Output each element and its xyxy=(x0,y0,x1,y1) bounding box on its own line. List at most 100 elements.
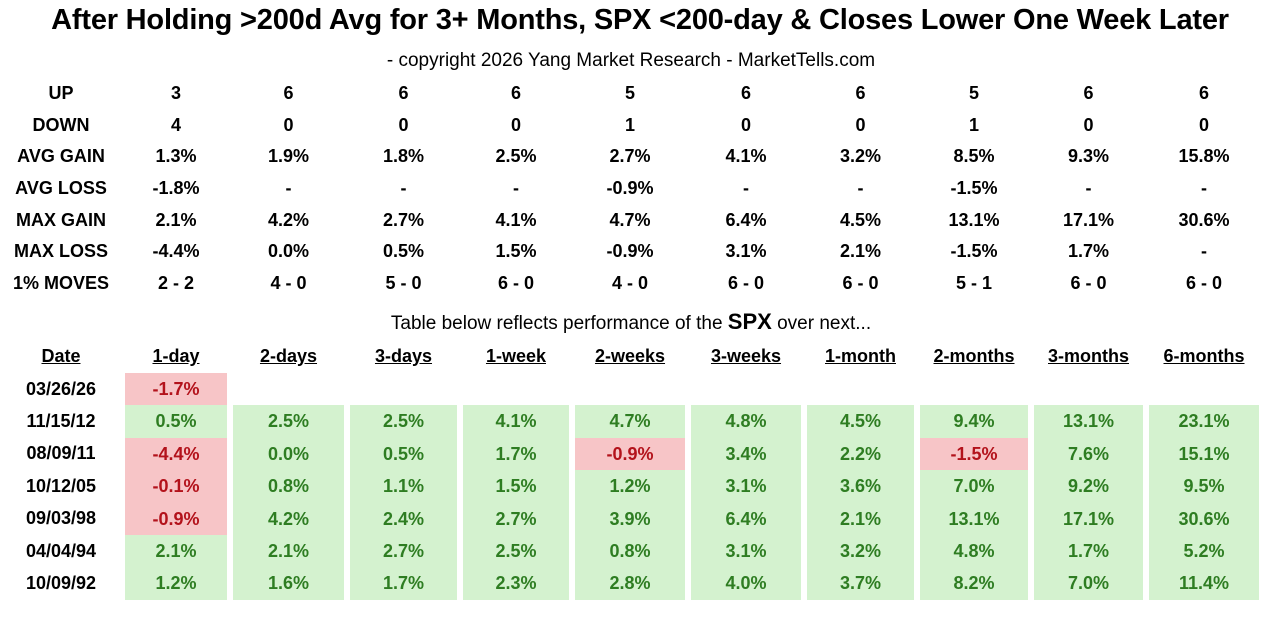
table-cell: 2.7% xyxy=(347,534,460,568)
summary-value: - xyxy=(285,178,292,199)
cell-value: 4.2% xyxy=(233,502,344,535)
summary-value: 6 xyxy=(855,83,866,104)
chart-subtitle: - copyright 2026 Yang Market Research - … xyxy=(386,50,876,71)
table-cell: 4.5% xyxy=(804,405,917,438)
caption-suffix: over next... xyxy=(777,313,872,334)
cell-value: 1.7% xyxy=(1034,534,1143,568)
cell-value: 4.8% xyxy=(920,534,1028,568)
table-cell: -0.9% xyxy=(572,437,688,471)
summary-value: 1.3% xyxy=(155,146,197,167)
column-header-3-months: 3-months xyxy=(1048,346,1129,366)
table-cell: 1.6% xyxy=(230,567,347,600)
table-cell: 2.8% xyxy=(572,567,688,600)
table-cell: 4.1% xyxy=(460,405,572,438)
table-cell: 2.5% xyxy=(230,405,347,438)
summary-label: AVG GAIN xyxy=(17,146,105,167)
summary-value: 5 xyxy=(968,83,979,104)
cell-value: 4.7% xyxy=(575,405,685,438)
table-cell: 2.1% xyxy=(230,534,347,568)
cell-value: 2.7% xyxy=(350,534,457,568)
cell-value: 3.2% xyxy=(807,534,914,568)
cell-value: 23.1% xyxy=(1149,405,1259,438)
table-cell: 1.1% xyxy=(347,470,460,503)
row-date: 09/03/98 xyxy=(25,508,97,529)
row-date: 03/26/26 xyxy=(25,378,97,399)
summary-value: 4.2% xyxy=(267,209,310,230)
cell-value: 13.1% xyxy=(1034,405,1143,438)
table-row: 08/09/11 -4.4% 0.0% 0.5% 1.7% -0.9% 3.4% 2.2% -1… xyxy=(0,437,1262,471)
table-cell: 1.7% xyxy=(460,437,572,471)
table-cell: 13.1% xyxy=(917,502,1031,535)
column-header-3-weeks: 3-weeks xyxy=(710,346,782,366)
table-cell: 3.1% xyxy=(688,534,804,568)
summary-row-max-gain: MAX GAIN 2.1% 4.2% 2.7% 4.1% 4.7% 6.4% 4.5% 13.1… xyxy=(0,204,1262,236)
summary-label: UP xyxy=(48,83,74,104)
cell-value: 2.4% xyxy=(350,502,457,535)
table-cell: 17.1% xyxy=(1031,502,1146,535)
summary-value: 6 xyxy=(1198,83,1209,104)
table-cell: -1.5% xyxy=(917,437,1031,471)
cell-value: 2.3% xyxy=(463,567,569,600)
table-cell xyxy=(1146,373,1262,405)
cell-value: -0.9% xyxy=(575,437,685,471)
cell-value: -4.4% xyxy=(125,437,227,471)
table-cell: -4.4% xyxy=(122,437,230,471)
row-date: 10/12/05 xyxy=(25,475,97,496)
summary-row-avg-loss: AVG LOSS -1.8% - - - -0.9% - - -1.5% - - xyxy=(0,173,1262,205)
table-cell: 11.4% xyxy=(1146,567,1262,600)
table-cell: 7.0% xyxy=(917,470,1031,503)
column-header-1-week: 1-week xyxy=(485,346,547,366)
summary-value: - xyxy=(513,178,519,199)
table-cell xyxy=(688,373,804,405)
cell-value: -1.5% xyxy=(920,437,1028,471)
table-cell: 3.2% xyxy=(804,534,917,568)
table-row: 10/12/05 -0.1% 0.8% 1.1% 1.5% 1.2% 3.1% 3.6% 7.0… xyxy=(0,470,1262,503)
summary-value: 30.6% xyxy=(1178,209,1230,230)
table-cell: 4.8% xyxy=(917,534,1031,568)
table-row: 10/09/92 1.2% 1.6% 1.7% 2.3% 2.8% 4.0% 3.7% 8.2%… xyxy=(0,567,1262,600)
cell-value: -0.1% xyxy=(125,470,227,503)
caption-emphasis: SPX xyxy=(727,309,772,334)
cell-value: 7.6% xyxy=(1034,437,1143,471)
summary-value: 2.1% xyxy=(839,241,882,262)
cell-value: 3.7% xyxy=(807,567,914,600)
row-date: 11/15/12 xyxy=(26,411,96,432)
cell-value: 11.4% xyxy=(1149,567,1259,600)
cell-value: 3.9% xyxy=(575,502,685,535)
table-cell: 0.5% xyxy=(122,405,230,438)
table-cell: 3.1% xyxy=(688,470,804,503)
cell-value: 5.2% xyxy=(1149,534,1259,568)
table-row: 09/03/98 -0.9% 4.2% 2.4% 2.7% 3.9% 6.4% 2.1% 13.… xyxy=(0,502,1262,535)
summary-label: DOWN xyxy=(32,114,90,135)
summary-value: 4 - 0 xyxy=(270,272,307,293)
summary-value: 17.1% xyxy=(1062,209,1115,230)
table-cell xyxy=(1031,373,1146,405)
caption-prefix: Table below reflects performance of the xyxy=(390,313,723,334)
summary-value: 8.5% xyxy=(953,146,995,167)
summary-value: 0 xyxy=(1198,114,1209,135)
cell-value: 9.4% xyxy=(920,405,1028,438)
table-cell: 2.1% xyxy=(122,534,230,568)
table-cell: 1.7% xyxy=(347,567,460,600)
table-cell: 3.4% xyxy=(688,437,804,471)
table-cell: 23.1% xyxy=(1146,405,1262,438)
table-cell: 3.6% xyxy=(804,470,917,503)
cell-value: 1.7% xyxy=(463,437,569,471)
summary-value: 6 - 0 xyxy=(727,272,765,293)
cell-value: 0.8% xyxy=(233,470,344,503)
cell-value: 2.1% xyxy=(807,502,914,535)
summary-value: - xyxy=(1201,178,1207,199)
summary-value: 0 xyxy=(398,114,409,135)
summary-value: 5 - 0 xyxy=(385,272,422,293)
summary-value: 1.7% xyxy=(1067,241,1110,262)
column-header-3-days: 3-days xyxy=(374,346,433,366)
summary-row-avg-gain: AVG GAIN 1.3% 1.9% 1.8% 2.5% 2.7% 4.1% 3.2% 8.5%… xyxy=(0,141,1262,173)
table-cell: 0.8% xyxy=(572,534,688,568)
table-cell: 6.4% xyxy=(688,502,804,535)
table-cell: 9.2% xyxy=(1031,470,1146,503)
summary-row-1pct-moves: 1% MOVES 2 - 2 4 - 0 5 - 0 6 - 0 4 - 0 6 - 0 6 … xyxy=(0,268,1262,300)
summary-value: 4.5% xyxy=(839,209,882,230)
table-cell: 4.8% xyxy=(688,405,804,438)
table-cell: 9.5% xyxy=(1146,470,1262,503)
cell-value: 17.1% xyxy=(1034,502,1143,535)
